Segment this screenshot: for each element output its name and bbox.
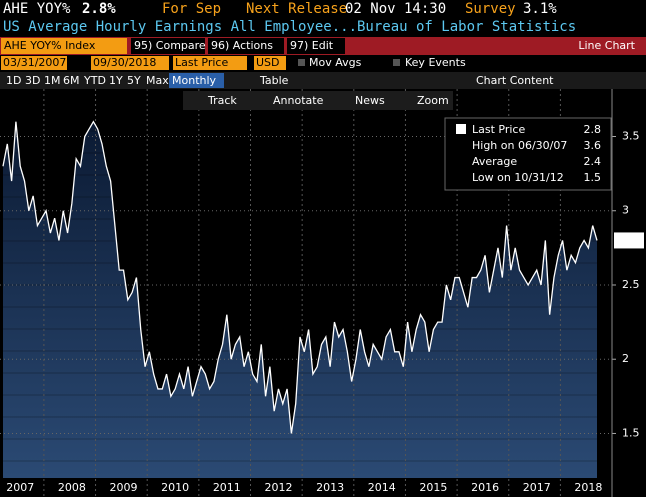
zoom[interactable]: Zoom xyxy=(417,94,449,107)
legend-swatch xyxy=(456,124,466,134)
legend-value: 2.4 xyxy=(584,155,602,168)
x-tick-label: 2010 xyxy=(161,481,189,494)
table-button[interactable]: Table xyxy=(259,74,289,87)
start-field[interactable] xyxy=(1,56,67,70)
x-tick-label: 2009 xyxy=(110,481,138,494)
field-select[interactable] xyxy=(173,56,247,70)
view[interactable]: Line Chart xyxy=(578,39,635,52)
period-button[interactable]: 3D xyxy=(25,74,40,87)
legend-label: High on 06/30/07 xyxy=(472,139,567,152)
series-line xyxy=(2,120,598,434)
period-button[interactable]: 1Y xyxy=(109,74,123,87)
legend-label: Low on 10/31/12 xyxy=(472,171,564,184)
security-field[interactable] xyxy=(1,38,127,54)
frequency[interactable]: Monthly xyxy=(172,74,217,87)
survey: 3.1% xyxy=(523,1,557,17)
y-tick-label: 1.5 xyxy=(622,426,640,439)
legend-label: Average xyxy=(472,155,517,168)
actions-button[interactable] xyxy=(208,38,284,54)
area xyxy=(3,121,597,478)
compare-button[interactable] xyxy=(131,38,205,54)
subtitle: US Average Hourly Earnings All Employee.… xyxy=(3,19,576,35)
actions[interactable]: 96) Actions xyxy=(211,39,273,52)
x-tick-label: 2012 xyxy=(264,481,292,494)
last-value-tag xyxy=(614,232,644,249)
y-tick-label: 3 xyxy=(622,204,629,217)
edit[interactable]: 97) Edit xyxy=(290,39,334,52)
next-release: 02 Nov 14:30 xyxy=(345,1,446,17)
ticker: AHE YOY% xyxy=(3,1,71,17)
legend-value: 3.6 xyxy=(584,139,602,152)
x-tick-label: 2016 xyxy=(471,481,499,494)
legend-box xyxy=(444,117,612,191)
end-date[interactable]: 09/30/2018 xyxy=(93,56,156,69)
next-release-label: Next Release xyxy=(246,1,347,17)
security[interactable]: AHE YOY% Index xyxy=(4,39,96,52)
x-tick-label: 2011 xyxy=(213,481,241,494)
y-tick-label: 2 xyxy=(622,352,629,365)
period-button[interactable]: 6M xyxy=(63,74,80,87)
survey-label: Survey xyxy=(465,1,516,17)
y-tick-label: 2.5 xyxy=(622,278,640,291)
chart-content[interactable]: Chart Content xyxy=(476,74,554,87)
legend-value: 2.8 xyxy=(584,123,602,136)
checkbox[interactable] xyxy=(298,59,305,66)
edit-button[interactable] xyxy=(287,38,345,54)
period-button[interactable]: 1D xyxy=(6,74,21,87)
compare[interactable]: 95) Compare xyxy=(134,39,206,52)
period-button[interactable]: 5Y xyxy=(127,74,141,87)
frequency-select[interactable] xyxy=(169,73,224,88)
annotate[interactable]: Annotate xyxy=(273,94,324,107)
period-button[interactable]: Max xyxy=(146,74,169,87)
x-tick-label: 2015 xyxy=(419,481,447,494)
period-button[interactable]: YTD xyxy=(83,74,106,87)
last-value: 2.8% xyxy=(82,1,116,17)
legend-value: 1.5 xyxy=(584,171,602,184)
checkbox[interactable] xyxy=(393,59,400,66)
period-bar xyxy=(0,72,646,89)
legend-label: Last Price xyxy=(472,123,525,136)
x-tick-label: 2018 xyxy=(574,481,602,494)
y-tick-label: 3.5 xyxy=(622,130,640,143)
news[interactable]: News xyxy=(355,94,385,107)
start-date[interactable]: 03/31/2007 xyxy=(3,56,66,69)
key-events[interactable]: Key Events xyxy=(405,56,466,69)
end-field[interactable] xyxy=(91,56,169,70)
x-tick-label: 2017 xyxy=(523,481,551,494)
currency-select[interactable] xyxy=(254,56,286,70)
track[interactable]: Track xyxy=(207,94,237,107)
period-button[interactable]: 1M xyxy=(44,74,61,87)
last-value-label: 2.8 xyxy=(620,233,638,246)
x-tick-label: 2007 xyxy=(6,481,34,494)
x-tick-label: 2013 xyxy=(316,481,344,494)
field[interactable]: Last Price xyxy=(175,56,228,69)
toolbar xyxy=(183,91,453,110)
mov-avgs[interactable]: Mov Avgs xyxy=(309,56,362,69)
x-tick-label: 2008 xyxy=(58,481,86,494)
currency[interactable]: USD xyxy=(256,56,280,69)
period: For Sep xyxy=(162,1,221,17)
x-tick-label: 2014 xyxy=(368,481,396,494)
